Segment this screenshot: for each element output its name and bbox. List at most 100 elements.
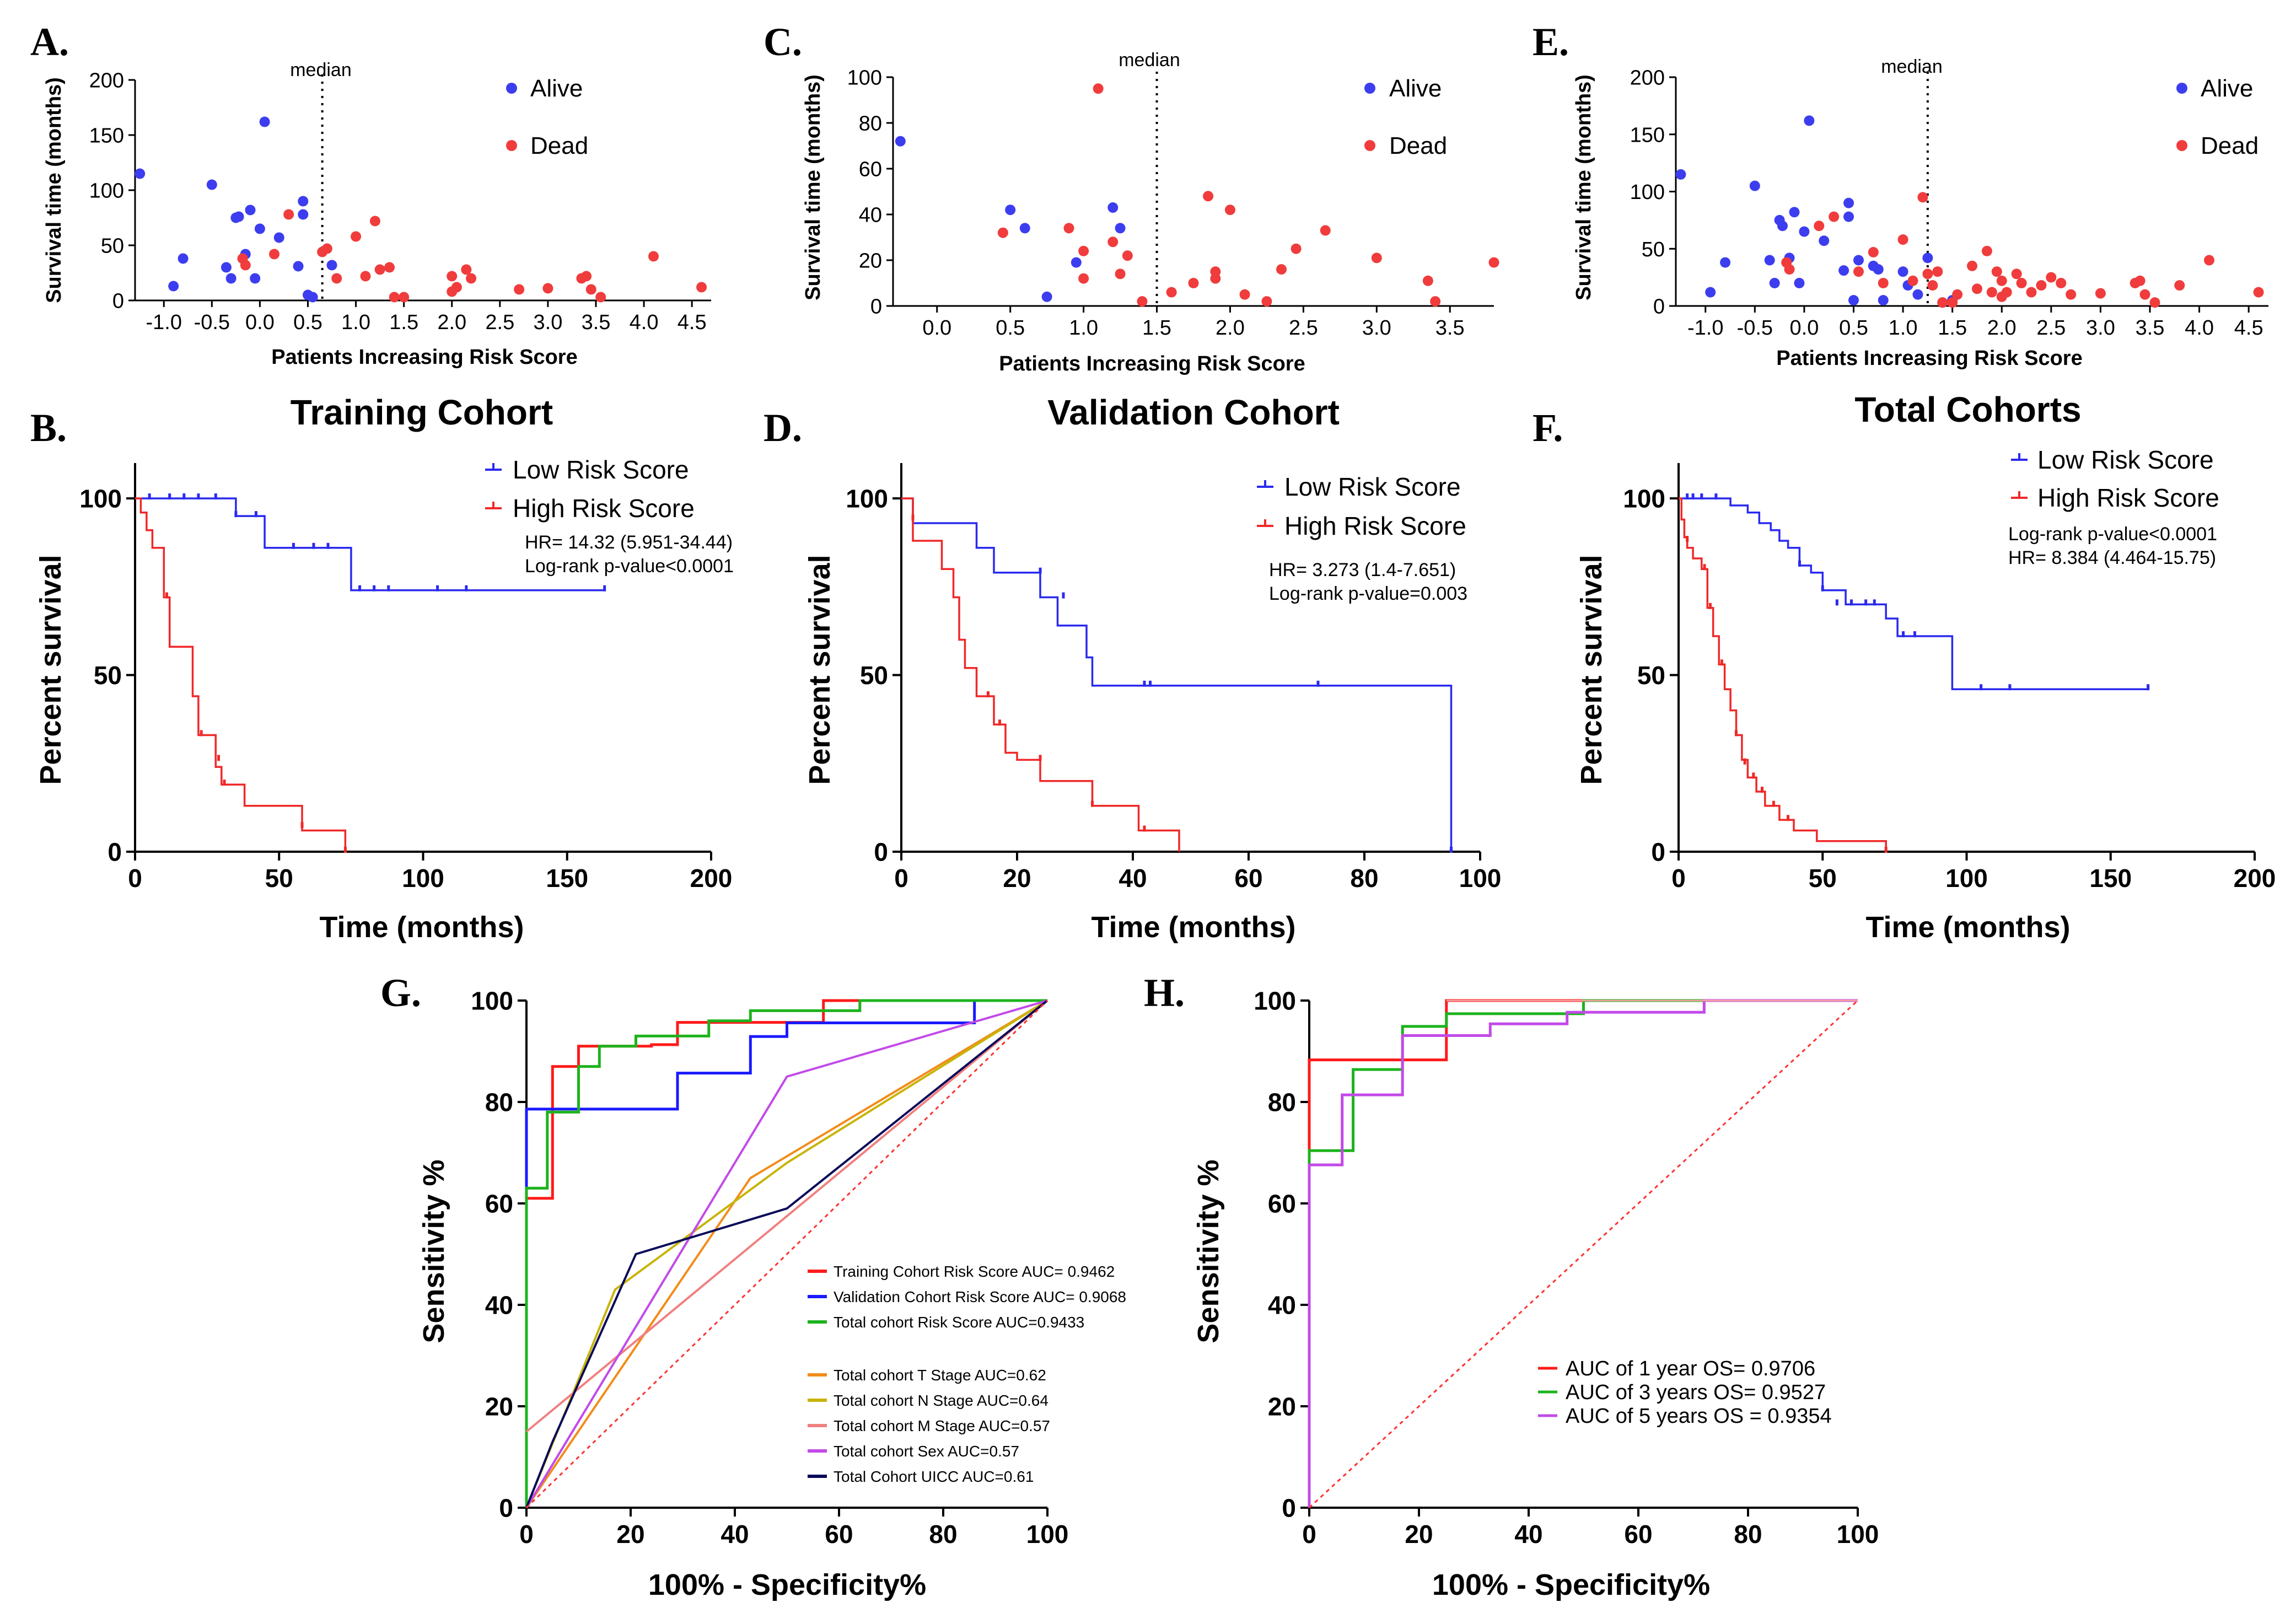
- y-tick-label: 0: [499, 1494, 513, 1523]
- panel-letter-d: D.: [763, 406, 802, 450]
- x-tick-label: 3.5: [582, 311, 611, 334]
- y-tick-label: 100: [79, 485, 122, 513]
- panel-letter-f: F.: [1533, 406, 1563, 450]
- dead-point: [1093, 83, 1104, 94]
- dead-point: [1907, 275, 1918, 286]
- dead-point: [1063, 223, 1074, 234]
- legend-dead-marker: [506, 140, 517, 151]
- y-tick-label: 100: [471, 987, 513, 1015]
- y-axis-label: Percent survival: [803, 555, 836, 784]
- panel-letter-a: A.: [30, 20, 69, 64]
- alive-point: [1848, 295, 1859, 306]
- y-tick-label: 80: [1268, 1088, 1296, 1117]
- legend-alive-marker: [2176, 83, 2187, 94]
- y-tick-label: 40: [859, 204, 882, 227]
- legend-total-label: Total cohort Risk Score AUC=0.9433: [834, 1314, 1084, 1331]
- dead-point: [369, 216, 380, 227]
- y-tick-label: 0: [874, 838, 888, 867]
- x-tick-label: -0.5: [1737, 316, 1773, 340]
- y-axis-label: Survival time (months): [1572, 74, 1595, 300]
- roc-curve: [525, 999, 1048, 1509]
- x-tick-label: 150: [546, 864, 588, 892]
- reference-diagonal: [1308, 999, 1859, 1509]
- panel-e-risk-scatter: E. -1.0 -0.5 0.0 0.5 1.0 1.5 2.0 2.5 3.0 3.5 4.0 4.…: [1533, 20, 2268, 370]
- km-plot-b: 0 50 100 150 200 0 50 100: [79, 463, 732, 892]
- y-tick-label: 100: [89, 180, 124, 203]
- alive-point: [1873, 264, 1884, 275]
- panel-d-km-validation: D. Validation Cohort 0 20 40 60 80 100050100 …: [763, 393, 1501, 944]
- y-tick-label: 20: [859, 250, 882, 273]
- dead-point: [389, 292, 400, 303]
- x-tick-label: 2.5: [2036, 316, 2066, 340]
- dead-point: [1986, 287, 1997, 298]
- y-tick-label: 150: [1630, 123, 1665, 147]
- alive-point: [1912, 289, 1923, 300]
- legend-alive-label: Alive: [2201, 75, 2253, 102]
- y-tick-label: 20: [1268, 1392, 1296, 1421]
- y-tick-label: 200: [89, 69, 124, 93]
- panel-g-roc: G. 0 20 40 60 80 100 0 20 40 60 80 100 100% - Speci…: [380, 971, 1126, 1601]
- dead-point: [360, 271, 371, 282]
- legend-dead-label: Dead: [530, 132, 588, 159]
- dead-point: [283, 209, 294, 220]
- dead-point: [595, 292, 606, 303]
- legend-dead-marker: [1364, 140, 1375, 151]
- legend-m-stage-label: Total cohort M Stage AUC=0.57: [834, 1417, 1050, 1434]
- dead-point: [1981, 245, 1992, 256]
- dead-point: [1371, 252, 1382, 264]
- alive-point: [1853, 255, 1864, 266]
- y-tick-label: 40: [485, 1291, 513, 1320]
- dead-point: [2026, 287, 2037, 298]
- legend-alive-marker: [1364, 83, 1375, 94]
- y-tick-label: 50: [1637, 661, 1665, 690]
- y-tick-label: 0: [112, 290, 124, 313]
- scatter-plot-a: -1.0 -0.5 0.0 0.5 1.0 1.5 2.0 2.5 3.0 3.5 4.0 4.5 0 5…: [89, 69, 711, 334]
- x-axis-label: 100% - Specificity%: [648, 1568, 926, 1601]
- dead-point: [2016, 278, 2027, 288]
- alive-point: [1799, 226, 1810, 237]
- x-tick-label: 0: [894, 864, 908, 892]
- dead-point: [1922, 268, 1933, 279]
- panel-letter-e: E.: [1533, 20, 1569, 64]
- scatter-plot-c: 0.0 0.5 1.0 1.5 2.0 2.5 3.0 3.5 0 20 40 60 80 100: [847, 67, 1499, 340]
- dead-point: [447, 271, 458, 282]
- alive-point: [1838, 265, 1849, 276]
- x-tick-label: 200: [2234, 864, 2276, 892]
- alive-point: [307, 292, 318, 303]
- dead-point: [1488, 257, 1499, 268]
- dead-point: [2001, 287, 2012, 298]
- dead-point: [2046, 272, 2057, 283]
- y-tick-label: 0: [1653, 295, 1665, 319]
- legend-low-label: Low Risk Score: [513, 455, 689, 484]
- dead-point: [1932, 266, 1943, 277]
- x-tick-label: 1.0: [1069, 316, 1098, 340]
- x-axis-label: 100% - Specificity%: [1432, 1568, 1710, 1601]
- x-tick-label: 3.0: [534, 311, 563, 334]
- alive-point: [1897, 266, 1908, 277]
- panel-h-roc: H. 0 20 40 60 80 100 0 20 40 60 80 100 100% - Speci…: [1144, 971, 1879, 1601]
- median-label: median: [1881, 56, 1943, 77]
- panel-title: Validation Cohort: [1047, 393, 1340, 432]
- y-axis-label: Sensitivity %: [1192, 1159, 1225, 1343]
- dead-point: [1937, 297, 1948, 308]
- dead-point: [2139, 289, 2150, 300]
- y-tick-label: 20: [485, 1392, 513, 1421]
- legend-dead-label: Dead: [1389, 132, 1447, 159]
- alive-point: [298, 209, 309, 220]
- alive-point: [1843, 211, 1854, 222]
- roc-curve: [525, 999, 1048, 1508]
- x-tick-label: 40: [1119, 864, 1147, 892]
- alive-point: [221, 262, 232, 273]
- y-axis-label: Survival time (months): [42, 77, 66, 303]
- legend-dead-label: Dead: [2201, 132, 2259, 159]
- x-tick-label: 1.5: [389, 311, 418, 334]
- dead-point: [1224, 205, 1235, 216]
- roc-curve: [525, 999, 1047, 1508]
- x-axis-label: Time (months): [1865, 911, 2070, 944]
- dead-point: [1967, 260, 1977, 271]
- x-tick-label: 0.5: [1839, 316, 1868, 340]
- y-axis-label: Sensitivity %: [417, 1159, 450, 1343]
- legend-dead-marker: [2176, 140, 2187, 151]
- x-tick-label: 0: [1671, 864, 1686, 892]
- alive-point: [1878, 295, 1889, 306]
